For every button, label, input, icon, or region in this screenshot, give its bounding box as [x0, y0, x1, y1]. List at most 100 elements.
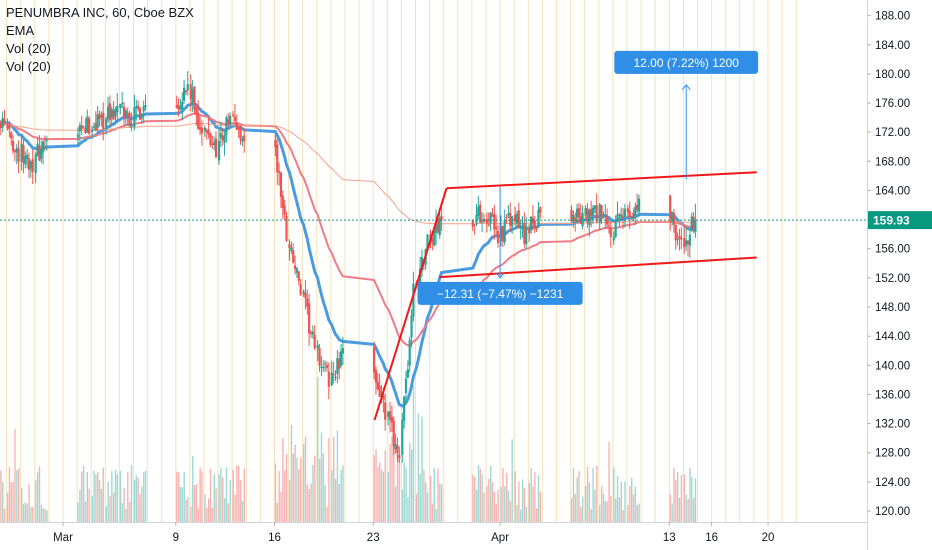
- candle-body[interactable]: [10, 132, 13, 139]
- candle-body[interactable]: [241, 139, 244, 142]
- candle-body[interactable]: [493, 213, 496, 230]
- candle-body[interactable]: [401, 419, 404, 455]
- candle-body[interactable]: [674, 224, 677, 241]
- candle-body[interactable]: [31, 159, 34, 172]
- candle-body[interactable]: [678, 235, 681, 239]
- candle-body[interactable]: [590, 208, 593, 217]
- candle-body[interactable]: [237, 127, 240, 129]
- candle-body[interactable]: [528, 228, 531, 234]
- candle-body[interactable]: [122, 106, 126, 119]
- candle-body[interactable]: [517, 210, 520, 227]
- candle-body[interactable]: [243, 135, 246, 142]
- candle-body[interactable]: [433, 230, 436, 246]
- candle-body[interactable]: [214, 138, 218, 157]
- candle-body[interactable]: [373, 346, 376, 373]
- measure-up-arrowhead[interactable]: [681, 84, 691, 91]
- candle-body[interactable]: [614, 220, 617, 237]
- candle-body[interactable]: [412, 283, 415, 317]
- channel-bottom-line[interactable]: [439, 256, 757, 279]
- candle-body[interactable]: [607, 225, 611, 227]
- candle-body[interactable]: [382, 395, 385, 400]
- candle-body[interactable]: [398, 455, 401, 459]
- candle-body[interactable]: [34, 154, 37, 174]
- candle-body[interactable]: [15, 147, 18, 153]
- candle-body[interactable]: [480, 221, 484, 223]
- candle-body[interactable]: [278, 171, 281, 173]
- candle-body[interactable]: [515, 213, 519, 224]
- candle-body[interactable]: [290, 247, 293, 252]
- candle-body[interactable]: [503, 219, 506, 243]
- candle-body[interactable]: [318, 347, 321, 366]
- candle-body[interactable]: [533, 220, 536, 228]
- candle-body[interactable]: [198, 127, 202, 130]
- candle-body[interactable]: [575, 208, 579, 218]
- candle-body[interactable]: [197, 112, 200, 129]
- candle-body[interactable]: [616, 214, 619, 221]
- candle-body[interactable]: [574, 217, 577, 222]
- candle-body[interactable]: [374, 369, 378, 383]
- candle-body[interactable]: [96, 114, 99, 129]
- candle-body[interactable]: [183, 87, 186, 102]
- candle-body[interactable]: [325, 365, 329, 369]
- candle-body[interactable]: [320, 366, 323, 368]
- candle-body[interactable]: [106, 106, 110, 119]
- candle-body[interactable]: [636, 204, 639, 211]
- candle-body[interactable]: [511, 216, 514, 227]
- candle-body[interactable]: [1, 117, 4, 128]
- candle-body[interactable]: [426, 234, 429, 250]
- candle-body[interactable]: [116, 105, 119, 113]
- candle-body[interactable]: [378, 386, 381, 397]
- candle-body[interactable]: [672, 212, 675, 225]
- candle-body[interactable]: [189, 84, 192, 100]
- candle-body[interactable]: [581, 212, 584, 227]
- candle-body[interactable]: [489, 212, 492, 224]
- candle-body[interactable]: [17, 148, 20, 162]
- candle-body[interactable]: [408, 339, 411, 366]
- candle-body[interactable]: [302, 291, 305, 295]
- candle-body[interactable]: [283, 205, 286, 215]
- candle-body[interactable]: [292, 250, 295, 263]
- candle-body[interactable]: [410, 315, 413, 338]
- candle-body[interactable]: [184, 90, 188, 93]
- candle-body[interactable]: [404, 378, 408, 393]
- candle-body[interactable]: [223, 134, 226, 143]
- candle-body[interactable]: [670, 212, 674, 222]
- candle-body[interactable]: [688, 234, 691, 246]
- candle-body[interactable]: [124, 110, 127, 117]
- candle-body[interactable]: [144, 105, 147, 108]
- candle-body[interactable]: [676, 239, 679, 241]
- flagpole-trendline[interactable]: [373, 187, 448, 421]
- candle-body[interactable]: [634, 206, 637, 219]
- candle-body[interactable]: [195, 107, 198, 114]
- candle-body[interactable]: [40, 149, 43, 159]
- candle-body[interactable]: [133, 107, 136, 127]
- candle-body[interactable]: [316, 345, 319, 349]
- candle-body[interactable]: [29, 161, 32, 169]
- candle-body[interactable]: [233, 116, 237, 122]
- candle-body[interactable]: [0, 124, 2, 129]
- candle-body[interactable]: [505, 217, 508, 219]
- candle-body[interactable]: [324, 363, 327, 365]
- candle-body[interactable]: [588, 210, 591, 226]
- candle-body[interactable]: [669, 195, 672, 220]
- candle-body[interactable]: [471, 219, 474, 227]
- candle-body[interactable]: [384, 402, 387, 420]
- candle-body[interactable]: [276, 144, 279, 173]
- candle-body[interactable]: [110, 108, 113, 118]
- candle-body[interactable]: [274, 140, 277, 148]
- candle-body[interactable]: [181, 101, 184, 110]
- candle-body[interactable]: [186, 83, 189, 91]
- candle-body[interactable]: [309, 332, 313, 334]
- candle-body[interactable]: [475, 214, 478, 224]
- candle-body[interactable]: [207, 129, 210, 135]
- legend-vol-1[interactable]: Vol (20): [6, 41, 51, 56]
- candle-body[interactable]: [621, 216, 625, 218]
- candle-body[interactable]: [525, 226, 528, 245]
- candle-body[interactable]: [26, 154, 29, 159]
- candle-body[interactable]: [295, 268, 298, 273]
- candle-body[interactable]: [507, 213, 510, 216]
- candle-body[interactable]: [495, 227, 498, 229]
- candle-body[interactable]: [570, 210, 573, 222]
- candle-body[interactable]: [80, 125, 83, 130]
